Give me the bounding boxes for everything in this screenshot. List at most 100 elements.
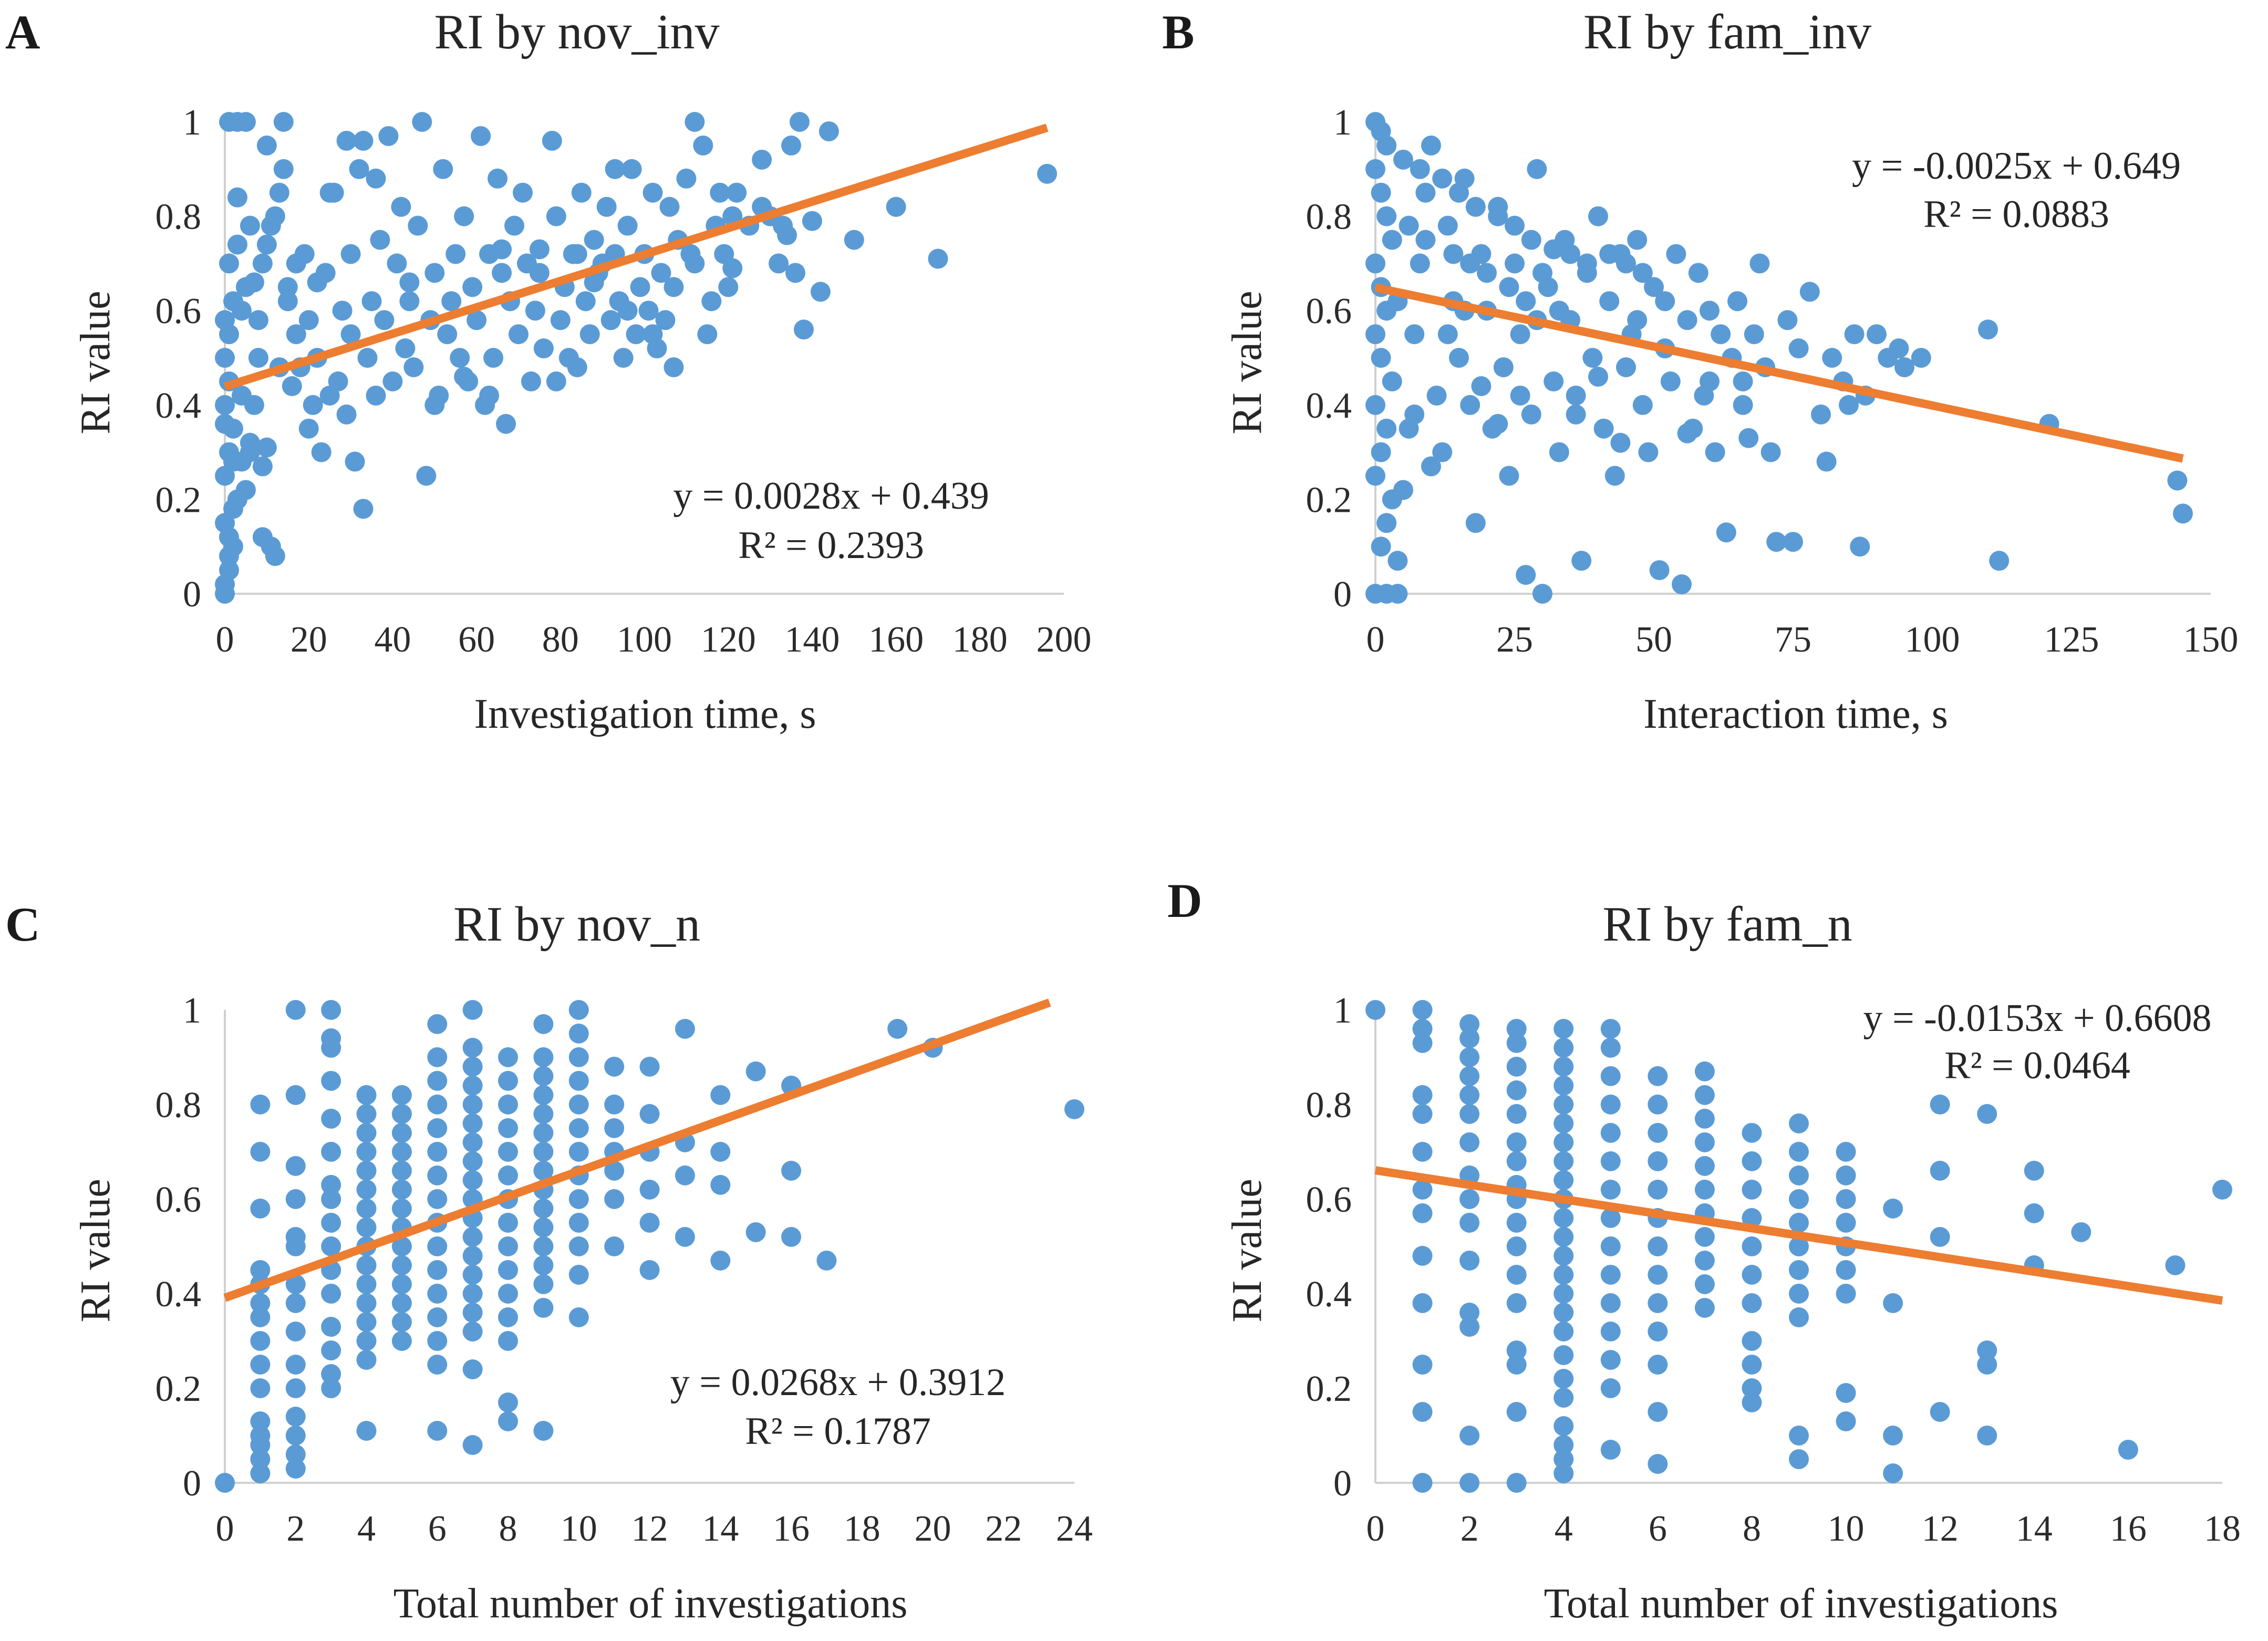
data-point xyxy=(1404,324,1425,345)
data-point xyxy=(1412,1203,1433,1223)
data-point xyxy=(1989,551,2010,571)
data-point xyxy=(256,135,277,156)
data-point xyxy=(395,338,416,359)
data-point xyxy=(454,366,474,387)
data-point xyxy=(781,1227,801,1247)
data-point xyxy=(1977,1104,1997,1124)
data-point xyxy=(1577,253,1597,274)
data-point xyxy=(745,1061,766,1081)
data-point xyxy=(568,1024,589,1044)
data-point xyxy=(250,1355,271,1375)
data-point xyxy=(231,301,252,321)
data-point xyxy=(1506,1473,1527,1493)
data-point xyxy=(722,258,743,278)
data-point xyxy=(710,1142,731,1162)
trendline-equation: y = 0.0268x + 0.3912 xyxy=(670,1361,1006,1404)
data-point xyxy=(2212,1180,2232,1200)
data-point xyxy=(568,1213,589,1233)
data-point xyxy=(1459,1014,1480,1034)
data-point xyxy=(498,1411,518,1431)
x-tick-label: 4 xyxy=(1555,1509,1573,1549)
data-point xyxy=(235,112,256,132)
data-point xyxy=(1521,404,1541,425)
data-point xyxy=(1600,1180,1621,1200)
data-point xyxy=(353,130,374,151)
x-tick-label: 16 xyxy=(2110,1509,2147,1549)
data-point xyxy=(1789,1213,1809,1233)
data-point xyxy=(215,1473,235,1493)
data-point xyxy=(1465,197,1486,217)
data-point xyxy=(710,182,730,203)
data-point xyxy=(356,1161,377,1181)
data-point xyxy=(1742,1355,1762,1375)
data-point xyxy=(361,291,382,312)
data-point xyxy=(285,1378,306,1398)
panel-b: B RI by fam_inv RI value Interaction tim… xyxy=(1162,5,2239,737)
data-point xyxy=(273,112,294,132)
data-point xyxy=(1506,1265,1527,1285)
data-point xyxy=(2167,470,2188,491)
data-point xyxy=(1493,357,1514,377)
data-point xyxy=(462,1303,483,1323)
data-point xyxy=(391,1331,412,1351)
data-point xyxy=(492,263,512,283)
data-point xyxy=(1506,1340,1527,1360)
data-point xyxy=(1600,1095,1621,1114)
data-point xyxy=(1459,1189,1480,1209)
data-point xyxy=(1365,395,1385,415)
data-point xyxy=(321,1236,341,1256)
data-point xyxy=(533,1066,554,1086)
data-point xyxy=(285,1444,306,1464)
data-point xyxy=(215,395,235,415)
data-point xyxy=(1694,1156,1715,1176)
panel-c: C RI by nov_n RI value Total number of i… xyxy=(5,897,1093,1627)
data-point xyxy=(285,1459,306,1479)
data-point xyxy=(710,1251,731,1271)
r-squared-label: R² = 0.0883 xyxy=(1923,193,2109,236)
data-point xyxy=(1506,1080,1527,1100)
data-point xyxy=(664,277,684,297)
data-point xyxy=(568,1095,589,1114)
data-point xyxy=(643,182,663,203)
panel-a: A RI by nov_inv RI value Investigation t… xyxy=(5,5,1092,737)
x-tick-label: 100 xyxy=(617,620,672,660)
data-point xyxy=(1412,1000,1433,1020)
trendline-equation: y = -0.0153x + 0.6608 xyxy=(1863,997,2211,1040)
data-point xyxy=(1742,1331,1762,1351)
x-tick-label: 50 xyxy=(1635,620,1672,660)
data-point xyxy=(1649,560,1670,581)
data-point xyxy=(1554,1208,1574,1228)
data-point xyxy=(321,1175,341,1195)
data-point xyxy=(584,230,604,250)
data-point xyxy=(1694,1227,1715,1247)
data-point xyxy=(391,1123,412,1143)
data-point xyxy=(1789,1260,1809,1280)
data-point xyxy=(215,414,235,434)
data-point xyxy=(1588,366,1608,387)
data-point xyxy=(1738,428,1759,448)
data-point xyxy=(240,442,260,462)
data-point xyxy=(630,277,650,297)
data-point xyxy=(508,324,529,345)
data-point xyxy=(285,1426,306,1446)
data-point xyxy=(1648,1402,1668,1422)
data-point xyxy=(1600,1236,1621,1256)
data-point xyxy=(1799,282,1820,302)
y-tick-label: 0.6 xyxy=(1306,1180,1352,1220)
panel-letter: C xyxy=(5,897,40,951)
data-point xyxy=(1566,404,1586,425)
x-tick-label: 20 xyxy=(915,1509,951,1549)
x-axis-label: Interaction time, s xyxy=(1643,691,1948,737)
data-point xyxy=(1716,522,1736,543)
data-point xyxy=(604,1189,625,1209)
data-point xyxy=(1393,149,1413,170)
data-point xyxy=(1600,1123,1621,1143)
data-point xyxy=(303,395,323,415)
y-tick-label: 0.8 xyxy=(1306,1085,1352,1126)
data-point xyxy=(626,324,646,345)
data-point xyxy=(235,480,256,500)
data-point xyxy=(617,301,638,321)
data-point xyxy=(1648,1066,1668,1086)
x-tick-label: 12 xyxy=(631,1509,668,1549)
data-point xyxy=(356,1217,377,1237)
